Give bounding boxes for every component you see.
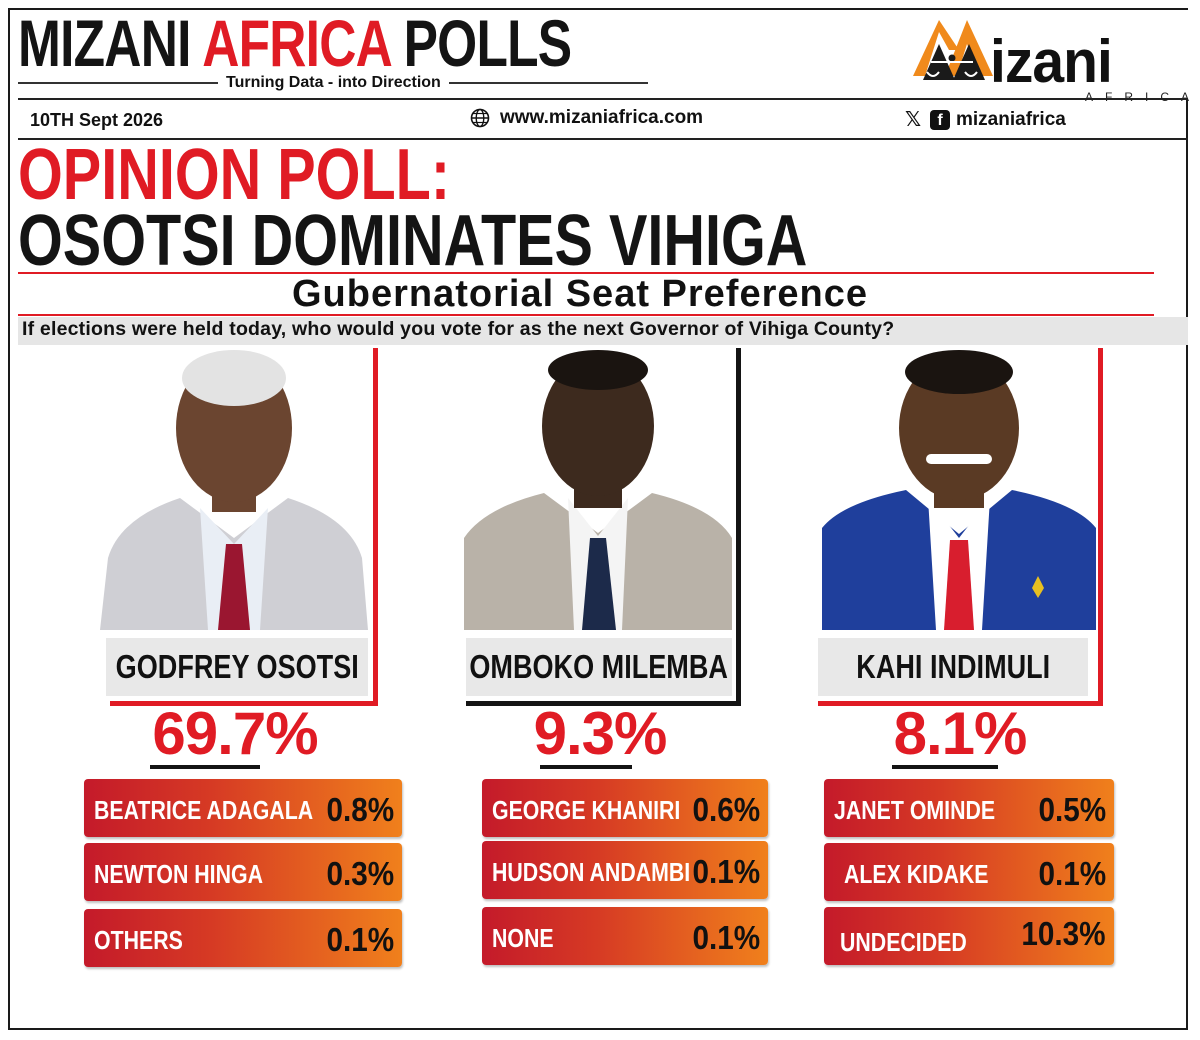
poll-date: 10TH Sept 2026 bbox=[30, 110, 164, 130]
brand-title-part3: POLLS bbox=[403, 6, 572, 80]
candidate-card-indimuli: KAHI INDIMULI 8.1% JANET OMINDE 0.5% ALE… bbox=[818, 348, 1162, 1028]
social-handle-text: mizaniafrica bbox=[956, 108, 1066, 130]
mizani-logo: izani AFRICA bbox=[905, 10, 1189, 104]
other-candidate-row: JANET OMINDE 0.5% bbox=[824, 779, 1114, 837]
brand-title: MIZANI AFRICA POLLS bbox=[18, 10, 572, 76]
other-candidate-name: OTHERS bbox=[94, 925, 183, 955]
other-candidate-row: NONE 0.1% bbox=[482, 907, 768, 965]
website-text: www.mizaniafrica.com bbox=[500, 107, 704, 128]
globe-icon bbox=[470, 108, 490, 128]
other-candidate-percent: 0.3% bbox=[326, 855, 394, 892]
headline-main: OSOTSI DOMINATES VIHIGA bbox=[18, 201, 808, 281]
other-candidate-name: NEWTON HINGA bbox=[94, 859, 263, 889]
other-candidate-name: HUDSON ANDAMBI bbox=[492, 857, 691, 887]
candidate-photo-milemba bbox=[464, 348, 732, 630]
question-bar bbox=[18, 317, 1188, 345]
info-bar-bottom-rule bbox=[18, 138, 1188, 140]
candidate-name-plate: OMBOKO MILEMBA bbox=[466, 638, 732, 696]
brand-title-part2: AFRICA bbox=[202, 6, 391, 80]
candidate-name: OMBOKO MILEMBA bbox=[469, 648, 729, 685]
candidate-name-plate: KAHI INDIMULI bbox=[818, 638, 1088, 696]
candidate-name: KAHI INDIMULI bbox=[856, 648, 1050, 685]
other-candidate-row: BEATRICE ADAGALA 0.8% bbox=[84, 779, 402, 837]
percent-underline bbox=[540, 765, 632, 769]
candidate-card-milemba: OMBOKO MILEMBA 9.3% GEORGE KHANIRI 0.6% … bbox=[464, 348, 804, 1028]
candidate-card-osotsi: GODFREY OSOTSI 69.7% BEATRICE ADAGALA 0.… bbox=[84, 348, 440, 1028]
other-candidate-percent: 0.6% bbox=[692, 791, 760, 828]
percent-underline bbox=[150, 765, 260, 769]
other-candidate-row: NEWTON HINGA 0.3% bbox=[84, 843, 402, 901]
other-candidate-row: GEORGE KHANIRI 0.6% bbox=[482, 779, 768, 837]
tagline: Turning Data - into Direction bbox=[218, 74, 449, 92]
other-candidate-name: GEORGE KHANIRI bbox=[492, 795, 681, 825]
candidate-percent: 69.7% bbox=[152, 700, 318, 767]
other-candidate-percent: 0.1% bbox=[326, 921, 394, 958]
candidate-photo-indimuli bbox=[822, 348, 1096, 630]
candidate-name: GODFREY OSOTSI bbox=[115, 648, 359, 685]
candidate-percent: 9.3% bbox=[533, 700, 668, 767]
other-candidate-name: JANET OMINDE bbox=[834, 795, 996, 825]
other-candidate-percent: 0.8% bbox=[326, 791, 394, 828]
other-candidate-name: NONE bbox=[492, 923, 554, 953]
candidate-percent: 8.1% bbox=[893, 700, 1028, 767]
card-frame-horizontal bbox=[110, 701, 378, 706]
social-handle[interactable]: 𝕏 f mizaniafrica bbox=[902, 107, 1066, 132]
logo-scales-icon bbox=[913, 20, 993, 80]
card-frame-vertical bbox=[1098, 348, 1103, 706]
other-candidate-name: BEATRICE ADAGALA bbox=[94, 795, 314, 825]
card-frame-vertical bbox=[373, 348, 378, 706]
other-candidate-percent: 0.1% bbox=[692, 919, 760, 956]
subheading: Gubernatorial Seat Preference bbox=[292, 273, 868, 315]
website-link[interactable]: www.mizaniafrica.com bbox=[470, 107, 703, 129]
headline-opinion-poll: OPINION POLL: bbox=[18, 135, 450, 215]
other-candidate-row: UNDECIDED 10.3% bbox=[824, 907, 1114, 965]
other-candidate-percent: 0.5% bbox=[1038, 791, 1106, 828]
logo-subtext: AFRICA bbox=[1085, 90, 1200, 104]
other-candidate-name: UNDECIDED bbox=[840, 927, 967, 957]
info-bar-top-rule bbox=[18, 98, 1188, 100]
other-candidate-name: ALEX KIDAKE bbox=[844, 859, 989, 889]
card-frame-vertical bbox=[736, 348, 741, 706]
other-candidate-percent: 0.1% bbox=[692, 853, 760, 890]
percent-underline bbox=[892, 765, 998, 769]
brand-title-part1: MIZANI bbox=[18, 6, 191, 80]
card-frame-horizontal bbox=[466, 701, 741, 706]
poster-frame bbox=[8, 8, 1188, 1030]
other-candidate-row: ALEX KIDAKE 0.1% bbox=[824, 843, 1114, 901]
other-candidate-percent: 0.1% bbox=[1038, 855, 1106, 892]
other-candidate-row: HUDSON ANDAMBI 0.1% bbox=[482, 841, 768, 899]
candidate-photo-osotsi bbox=[100, 348, 368, 630]
other-candidate-percent: 10.3% bbox=[1021, 915, 1106, 952]
x-logo-icon: 𝕏 bbox=[904, 109, 922, 131]
card-frame-horizontal bbox=[818, 701, 1103, 706]
facebook-icon: f bbox=[930, 109, 950, 130]
candidate-name-plate: GODFREY OSOTSI bbox=[106, 638, 368, 696]
logo-wordmark: izani bbox=[990, 28, 1113, 95]
subheading-top-rule bbox=[18, 272, 1154, 274]
subheading-bottom-rule bbox=[18, 314, 1154, 316]
other-candidate-row: OTHERS 0.1% bbox=[84, 909, 402, 967]
poll-question: If elections were held today, who would … bbox=[22, 318, 895, 340]
